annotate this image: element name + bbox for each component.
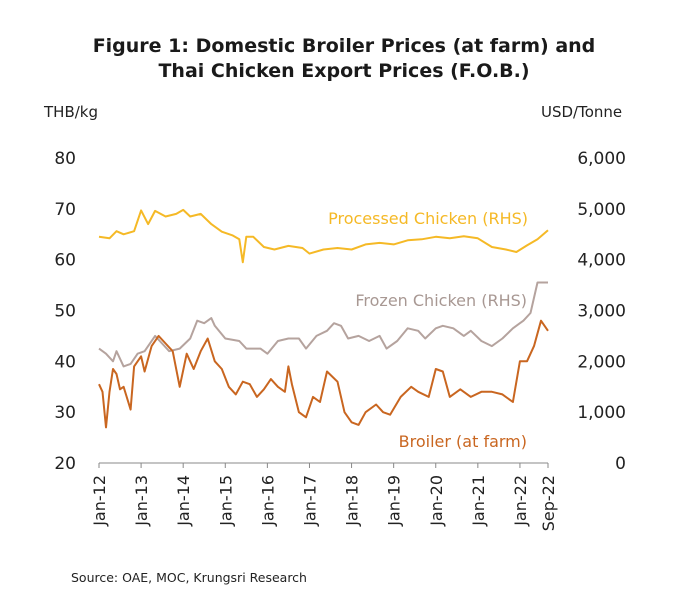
left-axis-tick-label: 20 <box>54 454 76 474</box>
series-line-3 <box>98 319 549 429</box>
x-axis-tick-label: Jan-15 <box>216 475 235 527</box>
left-axis-tick-label: 80 <box>54 149 76 169</box>
right-axis-unit-label: USD/Tonne <box>541 103 623 121</box>
chart-title: Figure 1: Domestic Broiler Prices (at fa… <box>0 34 688 84</box>
right-axis-tick-label: 2,000 <box>577 352 626 372</box>
source-note: Source: OAE, MOC, Krungsri Research <box>71 570 307 585</box>
x-axis-tick-label: Jan-21 <box>469 475 488 527</box>
series-line-2 <box>98 281 548 368</box>
x-axis-tick-label: Jan-14 <box>174 475 193 527</box>
left-axis-tick-label: 40 <box>54 352 76 372</box>
x-axis-tick-label: Jan-22 <box>511 475 530 527</box>
right-axis-tick-label: 6,000 <box>577 149 626 169</box>
right-axis-tick-label: 3,000 <box>577 302 626 322</box>
right-axis-tick-label: 0 <box>615 454 626 474</box>
line-chart: 80 70 60 50 40 30 20 6,000 5,000 4,000 3,000 2,000 1… <box>54 149 626 531</box>
series-line-1 <box>98 208 549 264</box>
x-axis-tick-label: Jan-18 <box>343 475 362 527</box>
left-axis-tick-label: 70 <box>54 200 76 220</box>
x-axis-tick-label: Jan-20 <box>427 475 446 527</box>
right-axis-tick-label: 1,000 <box>577 403 626 423</box>
left-axis-tick-label: 60 <box>54 251 76 271</box>
x-axis-tick-label: Sep-22 <box>539 475 558 531</box>
left-axis-tick-label: 30 <box>54 403 76 423</box>
left-axis-unit-label: THB/kg <box>44 103 98 121</box>
chart-title-line-1: Figure 1: Domestic Broiler Prices (at fa… <box>92 35 596 57</box>
right-axis-tick-label: 4,000 <box>577 251 626 271</box>
series-annotation-2: Frozen Chicken (RHS) <box>355 291 527 310</box>
right-axis-tick-label: 5,000 <box>577 200 626 220</box>
series-annotation-1: Processed Chicken (RHS) <box>328 209 528 228</box>
series-annotation-3: Broiler (at farm) <box>399 432 527 451</box>
left-axis-tick-label: 50 <box>54 302 76 322</box>
chart-title-line-2: Thai Chicken Export Prices (F.O.B.) <box>158 60 530 82</box>
x-axis-tick-label: Jan-17 <box>300 475 319 527</box>
x-axis-tick-label: Jan-13 <box>132 475 151 527</box>
x-axis-tick-label: Jan-16 <box>258 475 277 527</box>
x-axis-tick-label: Jan-19 <box>385 475 404 527</box>
x-axis-tick-label: Jan-12 <box>90 475 109 527</box>
